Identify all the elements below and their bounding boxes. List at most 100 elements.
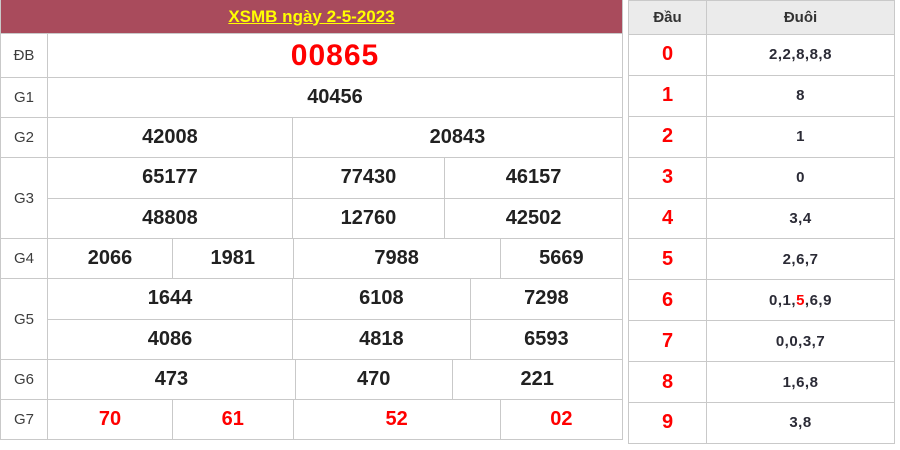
prize-subrow: 473 470 221 — [48, 360, 622, 399]
prize-cell: 20843 — [291, 118, 622, 157]
head-digit: 2 — [629, 116, 707, 157]
prize-cell: 61 — [171, 400, 293, 439]
prize-table: XSMB ngày 2-5-2023 ĐB 00865 G1 40456 G2 42008… — [0, 0, 623, 440]
tail-segment: 2,2,8,8,8 — [769, 46, 832, 64]
head-tail-row: 7 0,0,3,7 — [629, 320, 894, 362]
tail-segment: 1 — [796, 128, 805, 146]
prize-subrow: 1644 6108 7298 — [48, 279, 622, 319]
head-digit: 4 — [629, 198, 707, 239]
tail-values: 2,2,8,8,8 — [707, 35, 894, 75]
prize-subrow: 70 61 52 02 — [48, 400, 622, 439]
head-tail-row: 8 1,6,8 — [629, 361, 894, 403]
tail-segment: 0 — [796, 169, 805, 187]
prize-subrow: 48808 12760 42502 — [48, 197, 622, 238]
prize-row: G7 70 61 52 02 — [1, 399, 622, 439]
head-tail-table: Đầu Đuôi 0 2,2,8,8,8 1 8 2 1 3 0 4 3,4 5 2,6,7 6 0,1,… — [628, 0, 895, 444]
prize-row-cells: 00865 — [48, 34, 622, 77]
prize-cell: 70 — [98, 408, 122, 430]
prize-row-cells: 1644 6108 7298 4086 4818 6593 — [48, 279, 622, 359]
head-tail-header: Đầu Đuôi — [629, 1, 894, 34]
prize-row-label: ĐB — [1, 34, 48, 77]
prize-row: G3 65177 77430 46157 48808 12760 42502 — [1, 157, 622, 238]
head-tail-row: 0 2,2,8,8,8 — [629, 34, 894, 75]
prize-cell: 48808 — [142, 206, 198, 229]
head-tail-row: 4 3,4 — [629, 197, 894, 239]
prize-subrow: 42008 20843 — [48, 118, 622, 157]
tail-segment: 1,6,8 — [782, 373, 819, 391]
prize-cell: 52 — [292, 400, 500, 439]
head-tail-rows: 0 2,2,8,8,8 1 8 2 1 3 0 4 3,4 5 2,6,7 6 0,1, 5,6,9 7 0,0… — [629, 34, 894, 443]
tail-segment: 3,8 — [789, 414, 812, 432]
prize-row-label: G4 — [1, 239, 48, 278]
prize-subrow: 2066 1981 7988 5669 — [48, 239, 622, 278]
tail-values: 0,0,3,7 — [707, 321, 894, 361]
tail-values: 3,4 — [707, 199, 894, 239]
prize-row: G6 473 470 221 — [1, 359, 622, 399]
prize-cell: 1981 — [171, 239, 293, 278]
tail-segment: 0,0,3,7 — [775, 332, 826, 350]
tail-segment: ,6,9 — [804, 291, 832, 309]
head-digit: 7 — [629, 321, 707, 362]
prize-row-cells: 2066 1981 7988 5669 — [48, 239, 622, 278]
prize-row-label: G7 — [1, 400, 48, 439]
prize-row: G5 1644 6108 7298 4086 4818 6593 — [1, 278, 622, 359]
prize-cell: 4818 — [291, 319, 470, 359]
prize-cell: 12760 — [291, 198, 444, 238]
tail-values: 1,6,8 — [707, 362, 894, 402]
tail-segment: 2,6,7 — [782, 250, 819, 268]
tail-highlight-digit: 5 — [796, 291, 805, 309]
tail-values: 2,6,7 — [707, 239, 894, 279]
head-digit: 0 — [629, 35, 707, 75]
prize-cell: 470 — [294, 360, 452, 399]
tail-segment: 3,4 — [789, 210, 812, 227]
prize-row-label: G1 — [1, 78, 48, 117]
tail-segment: 0,1, — [769, 291, 797, 309]
prize-row: G2 42008 20843 — [1, 117, 622, 157]
prize-subrow: 00865 — [48, 34, 622, 77]
tail-values: 0 — [707, 158, 894, 198]
head-digit: 9 — [629, 403, 707, 443]
prize-cell: 7298 — [469, 279, 622, 319]
prize-cell: 4086 — [147, 327, 193, 350]
tail-segment: 8 — [796, 87, 805, 105]
prize-cell: 6108 — [291, 279, 470, 319]
prize-cell: 02 — [499, 400, 622, 439]
prize-cell: 6593 — [469, 319, 622, 359]
head-column-header: Đầu — [629, 1, 707, 34]
prize-rows: ĐB 00865 G1 40456 G2 42008 20843 G3 65177 77430 46… — [1, 33, 622, 439]
head-tail-row: 6 0,1, 5,6,9 — [629, 279, 894, 321]
prize-row-cells: 473 470 221 — [48, 360, 622, 399]
head-tail-row: 5 2,6,7 — [629, 238, 894, 280]
prize-cell: 42008 — [142, 126, 198, 148]
prize-cell: 40456 — [307, 86, 363, 108]
head-digit: 1 — [629, 75, 707, 116]
prize-row-cells: 40456 — [48, 78, 622, 117]
prize-subrow: 4086 4818 6593 — [48, 318, 622, 359]
head-digit: 3 — [629, 157, 707, 198]
prize-cell: 2066 — [87, 247, 133, 269]
prize-cell: 00865 — [290, 38, 380, 72]
head-digit: 8 — [629, 362, 707, 403]
head-digit: 5 — [629, 239, 707, 280]
prize-subrow: 65177 77430 46157 — [48, 158, 622, 198]
tail-values: 8 — [707, 76, 894, 116]
results-title-link[interactable]: XSMB ngày 2-5-2023 — [228, 6, 395, 26]
prize-cell: 77430 — [291, 158, 444, 198]
tail-values: 1 — [707, 117, 894, 157]
prize-row-label: G3 — [1, 158, 48, 238]
prize-row-label: G2 — [1, 118, 48, 157]
prize-cell: 221 — [451, 360, 622, 399]
tail-column-header: Đuôi — [783, 9, 818, 26]
tail-values: 0,1, 5,6,9 — [707, 280, 894, 320]
prize-row: ĐB 00865 — [1, 33, 622, 77]
prize-row-label: G5 — [1, 279, 48, 359]
prize-table-header: XSMB ngày 2-5-2023 — [1, 0, 622, 33]
prize-cell: 5669 — [499, 239, 622, 278]
head-tail-row: 9 3,8 — [629, 402, 894, 443]
prize-row-label: G6 — [1, 360, 48, 399]
prize-subrow: 40456 — [48, 78, 622, 117]
